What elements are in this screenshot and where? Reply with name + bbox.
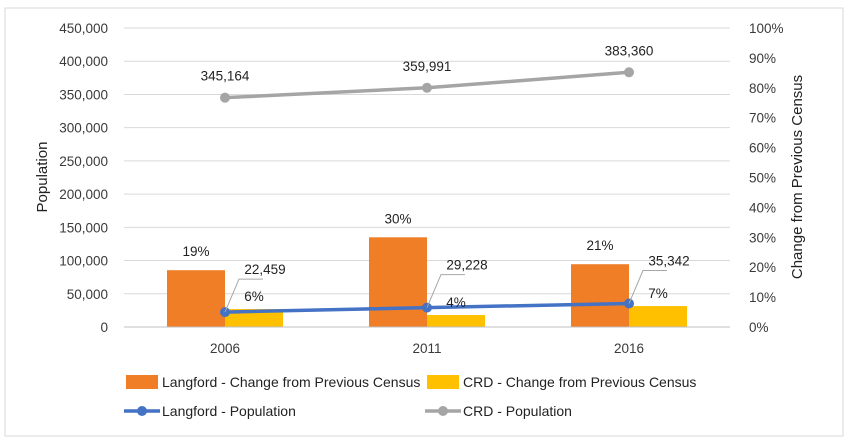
legend: Langford - Change from Previous Census CR… (124, 374, 696, 419)
x-tick-label: 2016 (614, 341, 644, 356)
x-tick-label: 2011 (412, 341, 441, 356)
y-left-tick-label: 150,000 (59, 220, 108, 235)
y-right-tick-label: 90% (749, 51, 776, 66)
y-right-tick-label: 50% (749, 171, 776, 186)
data-label: 22,459 (244, 262, 285, 277)
y-left-tick-label: 250,000 (59, 154, 108, 169)
y-left-tick-label: 100,000 (59, 254, 108, 269)
y-right-tick-label: 10% (749, 290, 776, 305)
leader-line (426, 274, 465, 308)
tick-labels: 0 50,000 100,000 150,000 200,000 250,000 300,0… (59, 21, 783, 356)
y-left-tick-label: 50,000 (67, 287, 108, 302)
y-right-tick-label: 0% (749, 320, 769, 335)
legend-label: CRD - Change from Previous Census (463, 374, 696, 390)
chart-border (4, 7, 844, 437)
legend-marker (438, 406, 448, 416)
data-label: 4% (446, 295, 466, 310)
line-point (624, 67, 634, 78)
data-label: 359,991 (403, 59, 452, 74)
y-left-tick-label: 350,000 (59, 87, 108, 102)
y-right-tick-label: 20% (749, 260, 776, 275)
data-label: 35,342 (648, 254, 689, 269)
axis-titles: Population Change from Previous Census (34, 75, 806, 279)
y-right-tick-label: 30% (749, 230, 776, 245)
bar (225, 309, 283, 327)
y-right-tick-label: 80% (749, 81, 776, 96)
line-point (422, 82, 432, 93)
legend-swatch (126, 375, 158, 389)
bar (369, 237, 427, 327)
y-left-tick-label: 400,000 (59, 54, 108, 69)
y-left-tick-label: 200,000 (59, 187, 108, 202)
bar (427, 315, 485, 327)
legend-marker (137, 406, 147, 416)
data-labels: 19% 30% 21% 6% 4% 7% 345,164 359,991 383,360 22,4… (182, 43, 690, 313)
leader-line (628, 270, 667, 304)
y-axis-right-title: Change from Previous Census (789, 75, 806, 279)
data-label: 6% (244, 289, 264, 304)
line-point (220, 92, 230, 103)
y-right-tick-label: 60% (749, 141, 776, 156)
y-left-tick-label: 450,000 (59, 21, 108, 36)
y-right-tick-label: 40% (749, 200, 776, 215)
data-label: 19% (182, 244, 209, 259)
data-label: 30% (384, 211, 411, 226)
bar (629, 306, 687, 327)
bar (571, 264, 629, 327)
data-label: 383,360 (605, 43, 654, 58)
data-label: 7% (648, 286, 668, 301)
legend-label: CRD - Population (463, 403, 572, 419)
legend-label: Langford - Change from Previous Census (162, 374, 420, 390)
legend-swatch (427, 375, 459, 389)
y-left-tick-label: 0 (100, 320, 108, 335)
data-label: 29,228 (446, 258, 487, 273)
y-left-tick-label: 300,000 (59, 121, 108, 136)
data-label: 21% (586, 238, 613, 253)
bar (167, 270, 225, 327)
legend-label: Langford - Population (162, 403, 296, 419)
y-axis-left-title: Population (34, 142, 51, 213)
data-label: 345,164 (201, 69, 250, 84)
y-right-tick-label: 100% (749, 21, 784, 36)
bar-series (167, 237, 687, 327)
leader-line (224, 278, 263, 313)
x-tick-label: 2006 (210, 341, 240, 356)
y-right-tick-label: 70% (749, 111, 776, 126)
